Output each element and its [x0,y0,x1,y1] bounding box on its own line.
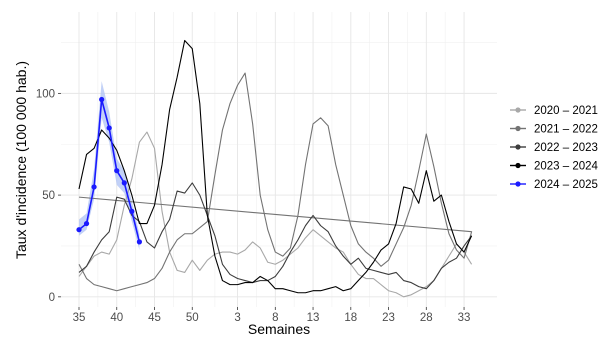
x-axis-ticks: 35 40 45 50 3 8 13 18 23 28 33 [73,307,471,324]
legend-label: 2020 – 2021 [534,105,598,117]
legend-label: 2022 – 2023 [534,142,598,154]
plot-panel [61,12,497,307]
y-axis-ticks: 0 50 100 [36,88,61,304]
x-tick-label: 18 [344,312,357,324]
x-tick-label: 45 [148,312,161,324]
data-point [129,208,135,214]
data-point [121,180,127,186]
x-tick-label: 35 [73,312,86,324]
x-tick-label: 23 [382,312,395,324]
series-markers [76,96,142,245]
x-tick-label: 3 [234,312,240,324]
legend-key-dot [515,125,521,132]
x-tick-label: 13 [307,312,320,324]
confidence-bands [79,81,140,251]
x-tick-label: 50 [186,312,199,324]
series-line [78,182,473,290]
x-tick-label: 28 [420,312,433,324]
legend-key-dot [515,162,521,169]
data-point [83,220,90,227]
data-point [114,168,120,174]
data-point [136,239,142,245]
x-tick-label: 8 [272,312,278,324]
legend-label: 2024 – 2025 [534,179,598,191]
legend: 2020 – 2021 2021 – 2022 2022 – 2023 2023 – … [510,105,599,191]
data-point [99,96,105,103]
legend-label: 2021 – 2022 [534,124,598,136]
data-point [76,227,82,233]
series-confidence-band [79,81,140,251]
y-tick-label: 100 [36,88,55,100]
legend-key-dot [515,144,521,150]
y-axis-title: Taux d'incidence (100 000 hab.) [13,61,29,259]
y-tick-label: 0 [49,292,55,304]
y-tick-label: 50 [42,190,55,202]
data-point [106,125,112,131]
series-line [78,72,473,292]
series-line [78,131,473,298]
legend-key-dot [515,181,521,187]
data-point [91,184,97,190]
x-tick-label: 40 [110,312,123,324]
x-tick-label: 33 [458,312,471,324]
legend-label: 2023 – 2024 [534,161,599,173]
series-line [78,39,473,294]
x-axis-title: Semaines [248,321,310,337]
legend-key-dot [515,107,521,113]
